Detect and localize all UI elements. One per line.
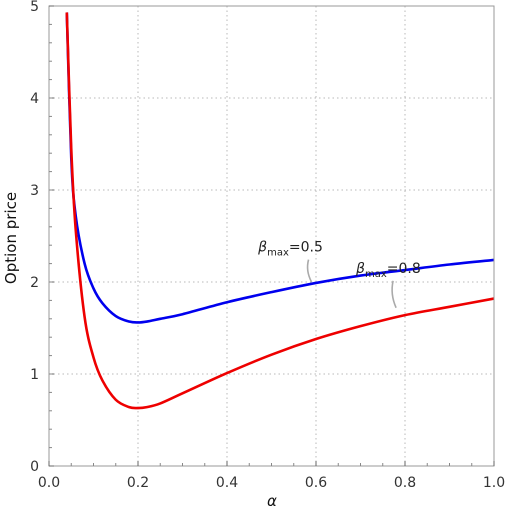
annotation-2: βmax=0.8 (355, 261, 421, 280)
grid (49, 5, 495, 466)
annotations: βmax=0.5 βmax=0.8 (257, 240, 421, 309)
x-axis-title: α (267, 492, 277, 510)
x-tick-label: 0.2 (127, 475, 149, 491)
y-tick-label: 2 (30, 275, 39, 291)
annotation-1: βmax=0.5 (257, 240, 323, 259)
y-tick-label: 0 (30, 459, 39, 475)
annotation-leader-1 (306, 259, 313, 283)
curves (65, 12, 495, 410)
plot-border (48, 5, 495, 467)
x-tick-label: 0.8 (394, 475, 416, 491)
series-line-1 (65, 12, 495, 324)
ticks: 0.0 0.2 0.4 0.6 0.8 1.0 0 1 2 3 4 5 (30, 0, 505, 491)
y-tick-label: 4 (30, 91, 39, 107)
series-line-2 (65, 12, 495, 410)
x-tick-label: 0.0 (38, 475, 60, 491)
x-tick-label: 0.6 (305, 475, 327, 491)
plot-frame (48, 5, 495, 467)
x-tick-label: 1.0 (483, 475, 505, 491)
y-tick-label: 5 (30, 0, 39, 15)
x-tick-label: 0.4 (216, 475, 238, 491)
annotation-leader-2 (391, 280, 397, 309)
y-axis-title: Option price (2, 192, 20, 284)
y-tick-label: 1 (30, 367, 39, 383)
y-tick-label: 3 (30, 183, 39, 199)
